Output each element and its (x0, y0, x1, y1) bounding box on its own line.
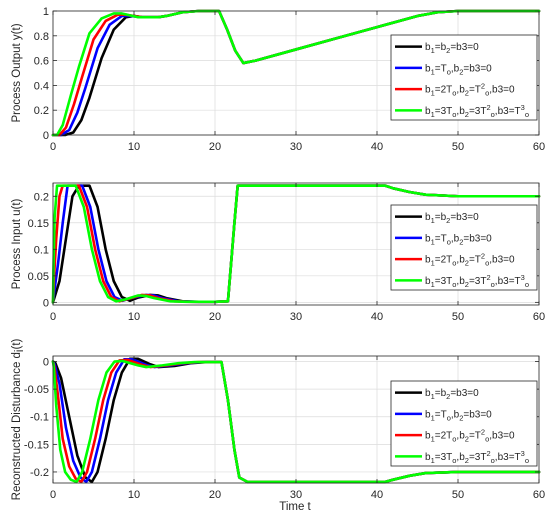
series-line-4 (51, 9, 541, 137)
y-tick-label: 0 (43, 130, 49, 142)
legend-label-2: b1=To,b2=b3=0 (425, 63, 492, 76)
x-tick-label: 60 (533, 489, 545, 501)
x-tick-label: 0 (50, 141, 56, 153)
x-tick-label: 10 (128, 489, 140, 501)
y-tick-label: 0.2 (34, 105, 49, 117)
legend-label-4: b1=3To,b2=3T2o,b3=T3o (425, 103, 529, 119)
x-tick-label: 40 (371, 311, 383, 323)
x-tick-label: 60 (533, 311, 545, 323)
y-tick-label: 1 (43, 6, 49, 18)
x-tick-label: 20 (209, 141, 221, 153)
y-axis-title: Process Output y(t) (11, 23, 23, 122)
x-tick-label: 40 (371, 141, 383, 153)
series-line-4 (51, 359, 541, 484)
y-tick-label: -0.15 (24, 439, 49, 451)
y-tick-label: 0.8 (34, 31, 49, 43)
x-tick-label: 50 (452, 141, 464, 153)
panel-process-input: 0 10 20 30 40 50 60 0 0.05 0.1 0.15 0.2 Process Inpu… (11, 182, 545, 323)
x-tick-label: 30 (290, 141, 302, 153)
y-tick-label: 0.1 (34, 244, 49, 256)
legend-label-4: b1=3To,b2=3T2o,b3=T3o (425, 273, 529, 289)
legend: b1=b2=b3=0 b1=To,b2=b3=0 b1=2To,b2=T2o,b3=… (390, 34, 538, 121)
legend-label-1: b1=b2=b3=0 (425, 388, 479, 401)
legend-label-1: b1=b2=b3=0 (425, 42, 479, 55)
legend: b1=b2=b3=0 b1=To,b2=b3=0 b1=2To,b2=T2o,b3=… (390, 380, 538, 467)
x-tick-label: 10 (128, 141, 140, 153)
x-axis-title: Time t (279, 501, 311, 513)
panel-reconstructed-disturbance: 0 10 20 30 40 50 60 0 -0.05 -0.1 -0.15 -0.2 Reconstr… (11, 338, 545, 501)
y-tick-label: 0.05 (28, 271, 49, 283)
y-tick-label: -0.2 (30, 467, 49, 479)
y-tick-label: 0 (43, 357, 49, 369)
x-tick-label: 30 (290, 311, 302, 323)
y-tick-label: -0.1 (30, 412, 49, 424)
panel-process-output: 0 10 20 30 40 50 60 0 0.2 0.4 0.6 0.8 1 Process Outpu… (11, 6, 545, 153)
x-tick-label: 30 (290, 489, 302, 501)
legend-label-3: b1=2To,b2=T2o,b3=0 (425, 82, 515, 98)
series-line-4 (51, 184, 541, 304)
legend-label-3: b1=2To,b2=T2o,b3=0 (425, 252, 515, 268)
legend-label-2: b1=To,b2=b3=0 (425, 233, 492, 246)
legend-box (390, 204, 538, 291)
legend-label-1: b1=b2=b3=0 (425, 212, 479, 225)
x-tick-label: 40 (371, 489, 383, 501)
y-tick-label: 0 (43, 297, 49, 309)
legend: b1=b2=b3=0 b1=To,b2=b3=0 b1=2To,b2=T2o,b3=… (390, 204, 538, 291)
legend-label-3: b1=2To,b2=T2o,b3=0 (425, 428, 515, 444)
x-tick-label: 0 (50, 489, 56, 501)
legend-box (390, 34, 538, 121)
y-tick-label: -0.05 (24, 384, 49, 396)
y-tick-label: 0.15 (28, 218, 49, 230)
legend-box (390, 380, 538, 467)
x-tick-label: 20 (209, 311, 221, 323)
x-tick-label: 50 (452, 311, 464, 323)
x-tick-label: 20 (209, 489, 221, 501)
y-tick-label: 0.4 (34, 80, 49, 92)
x-tick-label: 10 (128, 311, 140, 323)
legend-label-2: b1=To,b2=b3=0 (425, 409, 492, 422)
y-tick-label: 0.6 (34, 56, 49, 68)
x-tick-label: 60 (533, 141, 545, 153)
y-tick-label: 0.2 (34, 191, 49, 203)
y-axis-title: Reconstructed Disturbance di(t) (11, 338, 26, 500)
x-tick-label: 0 (50, 311, 56, 323)
x-tick-label: 50 (452, 489, 464, 501)
legend-label-4: b1=3To,b2=3T2o,b3=T3o (425, 449, 529, 465)
y-axis-title: Process Input u(t) (11, 198, 23, 289)
